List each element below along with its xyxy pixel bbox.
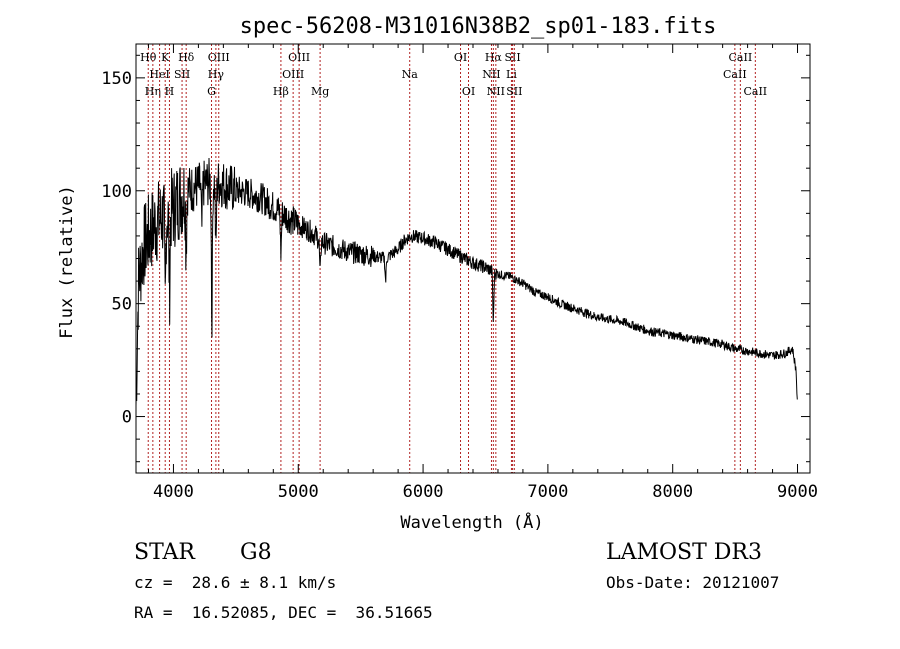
line-marker-label: G [207,85,216,98]
redshift-readout: cz = 28.6 ± 8.1 km/s [134,573,337,592]
chart-title: spec-56208-M31016N38B2_sp01-183.fits [240,14,717,39]
line-marker-label: SII [506,85,522,98]
y-axis-label: Flux (relative) [57,185,77,339]
coordinates-readout: RA = 16.52085, DEC = 36.51665 [134,603,433,622]
line-marker-label: Hβ [273,85,289,98]
line-marker-label: NII [487,85,505,98]
x-tick-label: 7000 [527,482,568,502]
x-tick-label: 6000 [403,482,444,502]
line-marker-label: Hγ [208,68,225,81]
line-marker-label: OIII [208,51,230,64]
flux-series-line [135,157,798,407]
line-marker-label: Hα [485,51,503,64]
spectral-subclass: G8 [240,540,272,565]
line-marker-label: OI [462,85,475,98]
line-marker-label: SII [174,68,190,81]
x-tick-label: 4000 [153,482,194,502]
line-marker-label: Hθ [140,51,157,64]
y-tick-label: 150 [101,69,132,89]
line-marker-label: H [165,85,175,98]
line-marker-label: Mg [311,85,329,98]
x-tick-label: 9000 [777,482,818,502]
x-tick-label: 5000 [278,482,319,502]
object-class: STAR [134,540,195,565]
line-marker-label: CaII [723,68,747,81]
line-marker-label: Li [506,68,517,81]
line-marker-label: OIII [282,68,304,81]
line-marker-label: NII [482,68,500,81]
axis-ticks: 4000 5000 6000 7000 8000 9000 0 50 100 150 [101,44,818,502]
x-tick-label: 8000 [652,482,693,502]
y-tick-label: 50 [112,295,132,315]
line-marker-label: CaII [743,85,767,98]
line-marker-label: Hη [145,85,161,98]
line-marker-label: Hδ [178,51,195,64]
line-marker-label: Na [402,68,419,81]
line-marker-label: HeI [149,68,169,81]
line-marker-label: OI [454,51,467,64]
survey-name: LAMOST DR3 [606,540,762,565]
line-marker-label: CaII [729,51,753,64]
line-marker-label: OIII [288,51,310,64]
line-marker-label: K [161,51,170,64]
x-axis-label: Wavelength (Å) [400,511,543,533]
observation-date: Obs-Date: 20121007 [606,573,780,592]
y-tick-label: 0 [122,408,132,428]
y-tick-label: 100 [101,182,132,202]
line-markers: Hθ Hη HeI K SII H Hδ OIII Hγ G OIII OIII Hβ Mg Na OI OI H… [140,44,767,473]
line-marker-label: SII [504,51,520,64]
